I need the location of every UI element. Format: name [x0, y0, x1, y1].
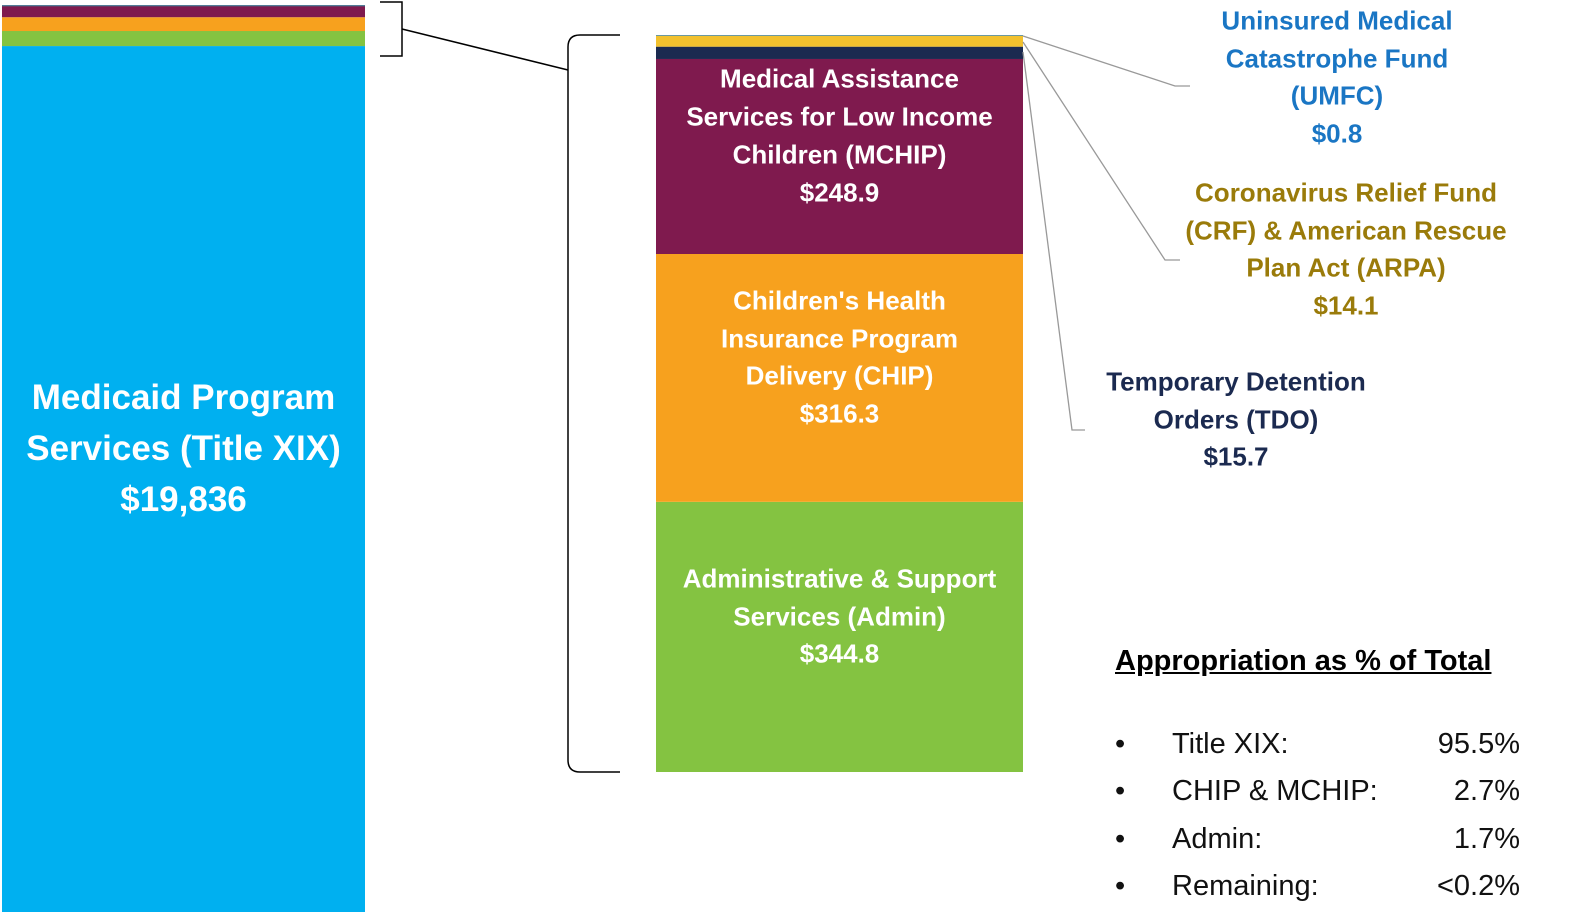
- segment-name: Administrative & Support Services (Admin…: [682, 563, 997, 632]
- bar-segment: [2, 17, 365, 32]
- segment-value: $248.9: [799, 177, 880, 208]
- item-value: 95.5%: [1437, 728, 1520, 760]
- segment-label: Medicaid Program Services (Title XIX) $19…: [14, 373, 354, 525]
- segment-value: $0.8: [1311, 118, 1363, 149]
- bar-segment: [2, 46, 365, 913]
- segment-label: Children's Health Insurance Program Deli…: [670, 283, 1010, 434]
- segment-name: Coronavirus Relief Fund (CRF) & American…: [1185, 177, 1507, 283]
- leader-line: [1022, 35, 1190, 87]
- segment-name: Uninsured Medical Catastrophe Fund (UMFC…: [1221, 5, 1453, 111]
- item-label: Admin:: [1172, 823, 1263, 855]
- bar-segment: [656, 58, 1023, 255]
- segment-value: $15.7: [1203, 441, 1269, 472]
- item-label: Remaining:: [1172, 870, 1319, 902]
- bar-segment: [656, 501, 1023, 772]
- item-label: CHIP & MCHIP:: [1172, 775, 1378, 807]
- segment-value: $19,836: [120, 479, 247, 519]
- bar-segment: [656, 254, 1023, 502]
- bar-segment: [656, 46, 1023, 59]
- segment-label: Administrative & Support Services (Admin…: [670, 560, 1010, 673]
- leader-line: [1022, 51, 1085, 431]
- segment-name: Temporary Detention Orders (TDO): [1106, 366, 1366, 435]
- connector: [401, 28, 569, 71]
- bullet: •: [1115, 775, 1126, 807]
- bullet: •: [1115, 823, 1126, 855]
- bar-segment: [656, 35, 1023, 47]
- big-bracket: [567, 34, 620, 773]
- segment-label: Coronavirus Relief Fund (CRF) & American…: [1176, 175, 1516, 326]
- segment-name: Medicaid Program Services (Title XIX): [26, 377, 341, 468]
- bar-segment: [2, 31, 365, 47]
- segment-value: $316.3: [799, 398, 880, 429]
- small-bracket: [380, 1, 403, 57]
- bar-segment: [2, 6, 365, 18]
- segment-label: Uninsured Medical Catastrophe Fund (UMFC…: [1187, 3, 1487, 154]
- item-value: <0.2%: [1436, 870, 1520, 902]
- bar-segment: [656, 35, 1023, 36]
- item-label: Title XIX:: [1172, 728, 1289, 760]
- bar-segment: [2, 5, 365, 6]
- leader-line: [1022, 41, 1180, 261]
- panel-title: Appropriation as % of Total: [1115, 645, 1492, 677]
- bullet: •: [1115, 870, 1126, 902]
- segment-value: $14.1: [1313, 290, 1379, 321]
- segment-label: Medical Assistance Services for Low Inco…: [670, 61, 1010, 212]
- segment-name: Children's Health Insurance Program Deli…: [721, 285, 958, 391]
- bar-segment: [2, 5, 365, 7]
- item-value: 1.7%: [1453, 823, 1520, 855]
- segment-value: $344.8: [799, 638, 880, 669]
- segment-label: Temporary Detention Orders (TDO) $15.7: [1071, 363, 1401, 476]
- item-value: 2.7%: [1453, 775, 1520, 807]
- segment-name: Medical Assistance Services for Low Inco…: [686, 64, 993, 170]
- bullet: •: [1115, 728, 1126, 760]
